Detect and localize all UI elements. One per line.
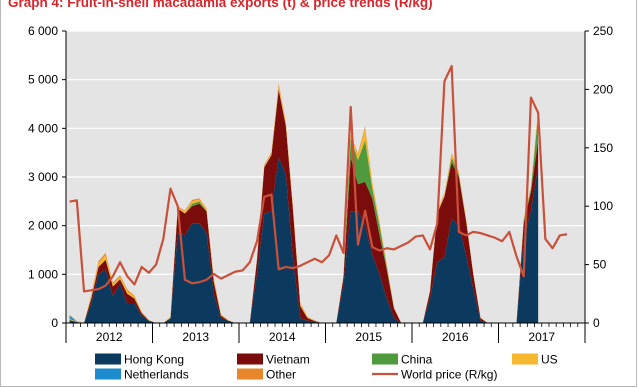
legend: Hong Kong Vietnam China US Netherlands Other W… — [95, 353, 558, 382]
right-tick-label: 100 — [593, 199, 613, 213]
right-tick-label: 50 — [593, 258, 607, 272]
year-label: 2015 — [355, 330, 382, 344]
right-tick-label: 150 — [593, 141, 613, 155]
left-tick-label: 5 000 — [28, 73, 58, 87]
left-tick-label: 0 — [51, 316, 58, 330]
legend-label-vietnam: Vietnam — [266, 353, 310, 367]
right-tick-label: 250 — [593, 24, 613, 38]
legend-label-us: US — [541, 353, 558, 367]
legend-swatch-us — [512, 353, 538, 365]
gridlines — [66, 30, 585, 275]
legend-label-china: China — [401, 353, 433, 367]
year-label: 2013 — [182, 330, 209, 344]
year-label: 2012 — [96, 330, 123, 344]
right-tick-label: 0 — [593, 316, 600, 330]
axes: 0 1 000 2 000 3 000 4 000 5 000 6 000 0 50 100 150… — [28, 24, 613, 344]
year-label: 2017 — [528, 330, 555, 344]
legend-swatch-other — [237, 368, 263, 380]
left-tick-label: 2 000 — [28, 219, 58, 233]
left-tick-label: 6 000 — [28, 24, 58, 38]
year-label: 2016 — [442, 330, 469, 344]
legend-label-netherlands: Netherlands — [124, 368, 189, 382]
right-tick-label: 200 — [593, 82, 613, 96]
legend-label-world-price-r-kg-: World price (R/kg) — [401, 368, 497, 382]
left-tick-label: 4 000 — [28, 121, 58, 135]
left-tick-label: 1 000 — [28, 267, 58, 281]
legend-label-other: Other — [266, 368, 296, 382]
legend-swatch-vietnam — [237, 353, 263, 365]
legend-swatch-china — [372, 353, 398, 365]
legend-swatch-netherlands — [95, 368, 121, 380]
chart-title: Graph 4: Fruit-in-shell macadamia export… — [8, 0, 433, 10]
legend-swatch-hong-kong — [95, 353, 121, 365]
left-tick-label: 3 000 — [28, 170, 58, 184]
world-price-line — [69, 64, 568, 293]
area-vietnam — [69, 89, 539, 324]
year-label: 2014 — [269, 330, 296, 344]
price-line — [69, 64, 568, 293]
legend-label-hong-kong: Hong Kong — [124, 353, 184, 367]
